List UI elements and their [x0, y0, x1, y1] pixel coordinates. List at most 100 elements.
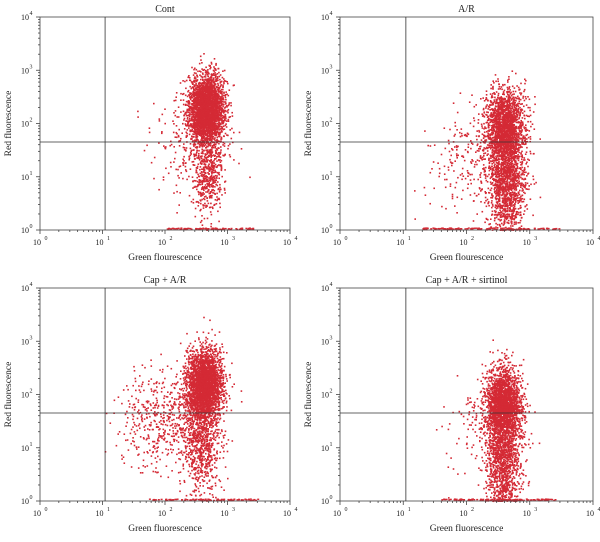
- data-point: [211, 107, 214, 109]
- data-point: [213, 162, 216, 164]
- data-point: [193, 142, 196, 144]
- data-point: [520, 131, 522, 134]
- data-point: [198, 175, 200, 178]
- data-point: [232, 84, 235, 87]
- data-point: [192, 109, 194, 112]
- data-point: [182, 80, 184, 82]
- data-point: [188, 120, 191, 123]
- data-point: [198, 97, 200, 99]
- data-point: [220, 84, 222, 86]
- data-point: [221, 116, 224, 119]
- data-point: [224, 153, 226, 156]
- data-point: [240, 148, 243, 150]
- data-point: [201, 183, 204, 186]
- data-point: [249, 176, 251, 179]
- data-point: [508, 87, 510, 90]
- data-point: [219, 161, 222, 163]
- data-point: [209, 82, 212, 85]
- data-point: [189, 117, 191, 120]
- data-point: [520, 124, 523, 127]
- data-point: [214, 114, 217, 116]
- data-point: [517, 154, 519, 156]
- data-point: [210, 77, 212, 80]
- data-point: [203, 130, 205, 132]
- data-point: [207, 173, 210, 175]
- data-point: [197, 92, 199, 94]
- data-point: [207, 91, 210, 93]
- data-point: [518, 100, 521, 103]
- data-point: [218, 159, 220, 162]
- data-point: [238, 162, 240, 165]
- data-point: [216, 103, 218, 105]
- data-point: [180, 137, 182, 140]
- data-point: [219, 99, 222, 102]
- data-point: [220, 106, 222, 109]
- data-point: [490, 84, 492, 86]
- data-point: [222, 154, 224, 157]
- data-point: [514, 115, 516, 117]
- data-point: [150, 161, 153, 164]
- data-point: [203, 127, 206, 130]
- data-point: [192, 198, 195, 201]
- data-point: [217, 79, 219, 82]
- data-point: [218, 123, 221, 125]
- data-point: [214, 131, 216, 133]
- data-point: [192, 187, 194, 189]
- data-point: [187, 123, 189, 125]
- data-point: [223, 187, 226, 190]
- data-point: [198, 202, 200, 204]
- data-point: [189, 96, 191, 98]
- data-point: [207, 94, 210, 97]
- data-point: [211, 74, 213, 77]
- data-point: [174, 114, 177, 117]
- data-point: [228, 103, 230, 106]
- data-point: [217, 210, 219, 213]
- data-point: [215, 112, 217, 114]
- data-point: [177, 106, 180, 108]
- data-point: [217, 114, 219, 117]
- data-point: [196, 176, 198, 179]
- data-point: [499, 88, 502, 90]
- data-point: [179, 165, 182, 167]
- data-point: [170, 166, 172, 168]
- data-point: [490, 116, 493, 118]
- data-point: [199, 168, 201, 171]
- x-tick-label: 10: [283, 238, 291, 247]
- data-point: [203, 118, 206, 120]
- data-point: [222, 128, 224, 131]
- data-point: [196, 133, 198, 135]
- data-point: [179, 139, 182, 142]
- data-point: [182, 158, 184, 161]
- data-point: [204, 154, 207, 156]
- data-point: [208, 107, 211, 109]
- data-point: [189, 92, 191, 94]
- data-point: [216, 110, 219, 112]
- x-axis-label: Green flourescence: [128, 252, 202, 263]
- data-point: [185, 87, 187, 90]
- data-point: [195, 80, 198, 83]
- data-point: [197, 70, 199, 73]
- data-point: [191, 81, 194, 83]
- data-point: [211, 130, 214, 133]
- data-point: [517, 108, 520, 111]
- data-point: [533, 128, 536, 130]
- data-point: [213, 113, 216, 115]
- data-point: [189, 168, 192, 170]
- data-point: [210, 161, 212, 163]
- data-point: [173, 123, 175, 125]
- data-point: [208, 83, 210, 85]
- data-point: [195, 96, 197, 98]
- data-point: [191, 118, 194, 121]
- data-point: [206, 122, 209, 125]
- data-point: [211, 110, 213, 112]
- data-point: [203, 145, 205, 147]
- data-point: [196, 79, 198, 82]
- data-point: [223, 79, 226, 82]
- data-point: [198, 90, 201, 92]
- y-tick-exponent: 3: [30, 64, 33, 70]
- data-point: [496, 110, 498, 113]
- data-point: [214, 91, 217, 94]
- data-point: [214, 181, 217, 183]
- data-point: [188, 133, 191, 136]
- data-point: [208, 149, 211, 151]
